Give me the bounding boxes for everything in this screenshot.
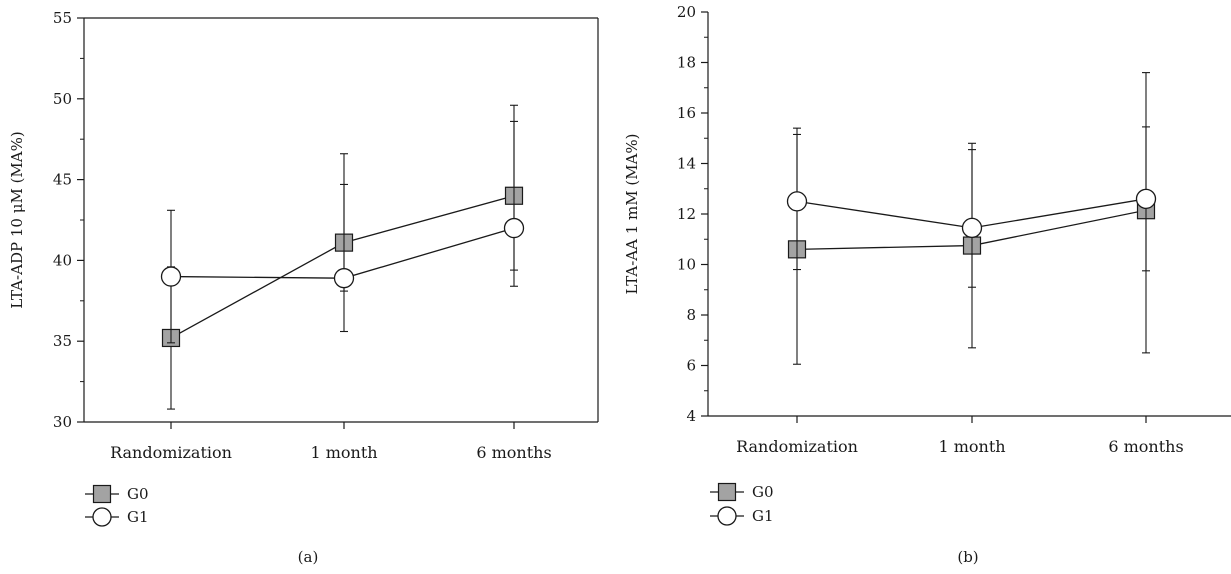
panel-label: (a) <box>298 548 319 566</box>
legend-label: G1 <box>127 508 149 526</box>
x-tick-label: 1 month <box>310 443 377 462</box>
y-tick-label: 6 <box>686 357 696 375</box>
legend-item: G1 <box>85 507 149 527</box>
legend-circle-icon <box>717 506 737 526</box>
series-line <box>170 195 515 339</box>
y-tick-label: 12 <box>677 205 696 223</box>
y-axis-title: LTA-ADP 10 μM (MA%) <box>8 131 26 308</box>
y-tick-label: 4 <box>686 407 696 425</box>
x-tick-label: Randomization <box>110 443 232 462</box>
legend-square-icon <box>717 482 737 502</box>
x-tick-label: 6 months <box>1108 437 1183 456</box>
y-tick-label: 16 <box>677 104 696 122</box>
data-point-circle <box>1135 188 1157 210</box>
x-tick-label: 6 months <box>476 443 551 462</box>
y-tick-label: 18 <box>677 54 696 72</box>
y-tick-label: 45 <box>53 171 72 189</box>
data-point-circle <box>961 217 983 239</box>
chart-panel-b: 4 6 8 10 12 14 16 18 20 Randomization 1 month 6 mon… <box>623 3 1231 566</box>
y-tick-label: 40 <box>53 251 72 269</box>
y-tick-label: 55 <box>53 9 72 27</box>
series-g0 <box>161 120 524 410</box>
legend-item: G0 <box>710 482 774 502</box>
legend-circle-icon <box>92 507 112 527</box>
series-g1 <box>160 104 525 344</box>
legend-item: G1 <box>710 506 774 526</box>
x-tick-label: Randomization <box>736 437 858 456</box>
legend-label: G1 <box>752 507 774 525</box>
x-tick-label: 1 month <box>938 437 1005 456</box>
y-tick-label: 20 <box>677 3 696 21</box>
panel-label: (b) <box>957 548 978 566</box>
legend-label: G0 <box>127 485 149 503</box>
y-tick-label: 30 <box>53 413 72 431</box>
legend-label: G0 <box>752 483 774 501</box>
data-point-circle <box>503 217 525 239</box>
chart-panel-a: 30 35 40 45 50 55 Randomization 1 month 6 months… <box>8 9 599 566</box>
y-tick-label: 14 <box>677 155 696 173</box>
y-tick-label: 50 <box>53 90 72 108</box>
legend-square-icon <box>92 484 112 504</box>
series-g0 <box>787 72 1156 365</box>
data-point-circle <box>160 266 182 287</box>
y-axis-title: LTA-AA 1 mM (MA%) <box>623 133 641 294</box>
legend-item: G0 <box>85 484 149 504</box>
data-point-circle <box>786 191 808 212</box>
y-tick-label: 35 <box>53 332 72 350</box>
series-g1 <box>786 126 1157 288</box>
y-tick-label: 8 <box>686 306 696 324</box>
y-tick-label: 10 <box>677 256 696 274</box>
data-point-circle <box>333 268 355 289</box>
